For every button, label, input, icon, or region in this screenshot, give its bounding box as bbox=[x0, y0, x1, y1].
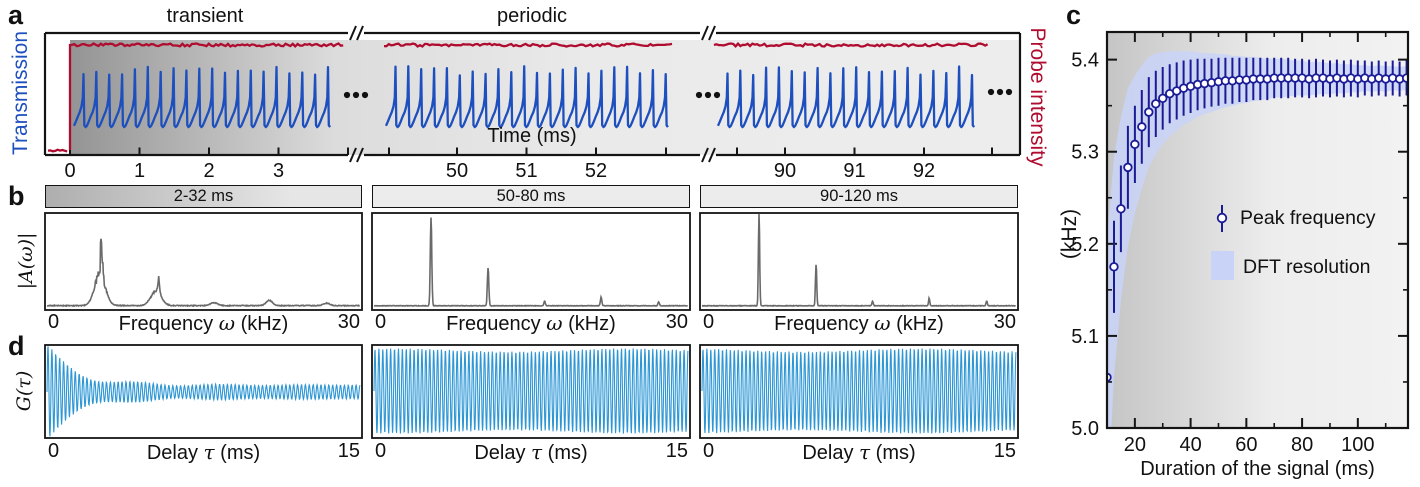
peak-frequency-point bbox=[1137, 122, 1147, 132]
b3-xlabel: Frequency ω (kHz) bbox=[774, 311, 944, 335]
svg-text:40: 40 bbox=[1179, 434, 1201, 456]
b-window-header-1: 2-32 ms bbox=[45, 185, 362, 208]
b3-xmax: 30 bbox=[993, 311, 1016, 333]
ellipsis-dots bbox=[713, 91, 721, 99]
b3-xmin: 0 bbox=[703, 311, 715, 333]
a-xlabel-time: Time (ms) bbox=[487, 125, 577, 147]
legend-dft-band-swatch bbox=[1211, 251, 1234, 280]
panel-c-plot: 20 40 60 80 100 5.0 5.1 5.2 5.3 5.4 bbox=[1071, 30, 1410, 456]
d1-xlabel: Delay τ (ms) bbox=[146, 440, 261, 464]
svg-text:100: 100 bbox=[1341, 434, 1374, 456]
b-window-header-3: 90-120 ms bbox=[700, 185, 1018, 208]
svg-text:2: 2 bbox=[203, 160, 214, 182]
region-label-transient: transient bbox=[166, 5, 244, 27]
legend-peak-frequency-marker bbox=[1216, 212, 1228, 224]
ellipsis-dots bbox=[996, 88, 1004, 96]
ellipsis-dots bbox=[695, 91, 703, 99]
b2-xmin: 0 bbox=[375, 311, 387, 333]
svg-text:5.2: 5.2 bbox=[1071, 234, 1099, 256]
ellipsis-dots bbox=[987, 88, 995, 96]
b2-xmax: 30 bbox=[665, 311, 688, 333]
d1-xmin: 0 bbox=[48, 440, 60, 462]
peak-frequency-point bbox=[1116, 204, 1126, 214]
d2-xmax: 15 bbox=[665, 440, 688, 462]
svg-text:3: 3 bbox=[273, 160, 284, 182]
a-ylabel-probe-intensity: Probe intensity bbox=[1026, 27, 1049, 167]
c-legend-peak-frequency: Peak frequency bbox=[1240, 207, 1376, 229]
ellipsis-dots bbox=[361, 91, 369, 99]
svg-text:90: 90 bbox=[774, 160, 796, 182]
d3-xmax: 15 bbox=[993, 440, 1016, 462]
panel-a-letter: a bbox=[8, 0, 24, 30]
svg-text:0: 0 bbox=[64, 160, 75, 182]
d2-xlabel: Delay τ (ms) bbox=[474, 440, 588, 464]
panel-d-letter: d bbox=[8, 331, 25, 361]
region-label-periodic: periodic bbox=[496, 5, 568, 27]
svg-text:5.0: 5.0 bbox=[1071, 418, 1099, 440]
dft-resolution-band bbox=[1107, 51, 1407, 428]
svg-text:91: 91 bbox=[843, 160, 865, 182]
svg-text:60: 60 bbox=[1235, 434, 1257, 456]
b2-xlabel: Frequency ω (kHz) bbox=[446, 311, 616, 335]
peak-frequency-point bbox=[1109, 262, 1119, 272]
svg-text:92: 92 bbox=[913, 160, 935, 182]
b1-xmax: 30 bbox=[337, 311, 360, 333]
ellipsis-dots bbox=[1005, 88, 1013, 96]
a-ylabel-transmission: Transmission bbox=[9, 30, 32, 156]
peak-frequency-point bbox=[1151, 99, 1161, 109]
svg-text:20: 20 bbox=[1124, 434, 1146, 456]
svg-text:50: 50 bbox=[446, 160, 468, 182]
d1-xmax: 15 bbox=[337, 440, 360, 462]
b1-xlabel: Frequency ω (kHz) bbox=[118, 311, 289, 335]
peak-frequency-point bbox=[1144, 107, 1154, 117]
ellipsis-dots bbox=[704, 91, 712, 99]
svg-text:51: 51 bbox=[515, 160, 537, 182]
c-ylabel: (kHz) bbox=[1058, 208, 1081, 260]
panel-a-plot: 0 1 2 3 50 51 52 90 91 92 bbox=[43, 25, 1022, 182]
peak-frequency-point bbox=[1123, 162, 1133, 173]
svg-text:1: 1 bbox=[134, 160, 145, 182]
d2-xmin: 0 bbox=[375, 440, 387, 462]
peak-frequency-point bbox=[1130, 139, 1140, 150]
peak-frequency-point bbox=[1401, 73, 1408, 83]
panel-b-letter: b bbox=[8, 181, 25, 211]
svg-text:52: 52 bbox=[585, 160, 607, 182]
b-window-header-2: 50-80 ms bbox=[372, 185, 690, 208]
panel-c-letter: c bbox=[1066, 0, 1082, 30]
b-ylabel: |A(ω)| bbox=[15, 232, 37, 290]
peak-frequency-point bbox=[1158, 93, 1168, 104]
c-legend-dft-resolution: DFT resolution bbox=[1243, 256, 1371, 278]
svg-text:80: 80 bbox=[1291, 434, 1313, 456]
svg-text:5.4: 5.4 bbox=[1071, 50, 1099, 72]
d3-xlabel: Delay τ (ms) bbox=[802, 440, 916, 464]
panel-d-correlations bbox=[44, 344, 1019, 439]
ellipsis-dots bbox=[352, 91, 360, 99]
ellipsis-dots bbox=[343, 91, 351, 99]
d3-xmin: 0 bbox=[703, 440, 715, 462]
b1-xmin: 0 bbox=[48, 311, 60, 333]
svg-text:5.1: 5.1 bbox=[1071, 326, 1099, 348]
d-ylabel: G(τ) bbox=[13, 370, 35, 412]
c-xlabel: Duration of the signal (ms) bbox=[1140, 458, 1375, 480]
panel-b-spectra bbox=[44, 212, 1019, 311]
svg-text:5.3: 5.3 bbox=[1071, 142, 1099, 164]
